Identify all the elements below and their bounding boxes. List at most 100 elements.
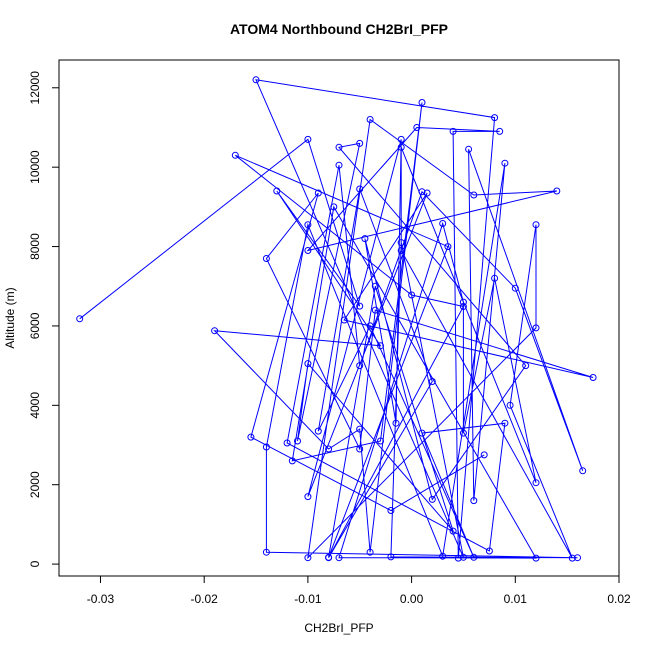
data-point bbox=[377, 437, 384, 445]
x-axis-label: CH2BrI_PFP bbox=[304, 621, 373, 635]
y-axis-label: Altitude (m) bbox=[3, 287, 17, 348]
x-tick-label: 0.00 bbox=[400, 592, 424, 606]
data-point bbox=[470, 191, 478, 199]
data-point bbox=[247, 433, 255, 441]
data-point bbox=[325, 445, 333, 453]
data-point bbox=[511, 284, 519, 292]
data-point bbox=[273, 187, 281, 195]
data-point bbox=[366, 548, 374, 556]
data-point bbox=[579, 467, 587, 475]
data-point bbox=[553, 187, 561, 195]
data-point bbox=[574, 554, 581, 562]
data-point bbox=[418, 99, 426, 106]
data-point bbox=[413, 124, 421, 131]
data-point bbox=[532, 324, 540, 332]
data-point bbox=[335, 161, 343, 169]
data-point bbox=[262, 255, 270, 262]
y-tick-label: 10000 bbox=[28, 150, 42, 184]
y-tick-label: 0 bbox=[28, 560, 42, 567]
data-point bbox=[283, 439, 291, 447]
data-point bbox=[314, 189, 322, 197]
data-point bbox=[314, 427, 322, 435]
data-point bbox=[304, 135, 312, 143]
series-layer bbox=[76, 76, 597, 562]
y-tick-label: 2000 bbox=[28, 471, 42, 498]
data-point bbox=[470, 497, 478, 505]
data-point bbox=[459, 298, 467, 306]
data-point bbox=[288, 457, 296, 465]
data-point bbox=[356, 185, 364, 193]
data-point bbox=[496, 127, 504, 135]
data-point bbox=[304, 360, 312, 368]
data-point bbox=[262, 548, 270, 556]
x-tick-label: -0.02 bbox=[191, 592, 219, 606]
data-point bbox=[459, 303, 467, 310]
data-point bbox=[366, 322, 374, 330]
data-point bbox=[532, 479, 540, 487]
data-point bbox=[387, 507, 395, 514]
data-point bbox=[304, 554, 312, 562]
data-point bbox=[397, 239, 405, 247]
data-point bbox=[428, 495, 436, 503]
data-point bbox=[294, 437, 301, 445]
y-tick-label: 6000 bbox=[28, 312, 42, 339]
data-point bbox=[568, 554, 576, 562]
data-point bbox=[304, 221, 312, 229]
y-tick-label: 8000 bbox=[28, 233, 42, 260]
data-point bbox=[356, 425, 364, 433]
data-point bbox=[485, 547, 493, 555]
data-point bbox=[340, 316, 348, 324]
chart-title: ATOM4 Northbound CH2BrI_PFP bbox=[230, 21, 448, 37]
data-point bbox=[392, 419, 400, 427]
y-tick-label: 12000 bbox=[28, 71, 42, 105]
data-point bbox=[371, 282, 379, 290]
data-point bbox=[491, 114, 499, 122]
data-point bbox=[501, 419, 509, 427]
data-point bbox=[522, 362, 530, 370]
x-tick-label: -0.03 bbox=[87, 592, 115, 606]
data-point bbox=[356, 302, 364, 310]
data-point bbox=[325, 553, 333, 561]
data-point bbox=[423, 189, 431, 197]
x-tick-label: 0.02 bbox=[607, 592, 631, 606]
data-point bbox=[444, 243, 452, 251]
data-point bbox=[480, 451, 488, 459]
data-point bbox=[371, 306, 379, 314]
y-tick-label: 4000 bbox=[28, 392, 42, 419]
x-tick-label: -0.01 bbox=[294, 592, 322, 606]
data-point bbox=[211, 327, 219, 335]
data-point bbox=[470, 553, 478, 561]
data-point bbox=[262, 443, 270, 451]
data-point bbox=[439, 220, 447, 227]
data-point bbox=[356, 362, 364, 370]
data-point bbox=[397, 247, 405, 254]
data-point bbox=[304, 247, 312, 254]
data-point bbox=[449, 527, 457, 535]
data-point bbox=[335, 554, 343, 562]
data-point bbox=[449, 127, 457, 135]
data-point bbox=[459, 429, 467, 437]
data-point bbox=[330, 203, 338, 211]
data-point bbox=[465, 145, 473, 153]
data-point bbox=[387, 553, 395, 561]
y-axis: 0 2000 4000 6000 8000 10000 12000 bbox=[28, 71, 60, 567]
data-point bbox=[428, 378, 436, 385]
data-point bbox=[76, 315, 84, 323]
data-point bbox=[454, 554, 462, 562]
x-axis: -0.03 -0.02 -0.01 0.00 0.01 0.02 bbox=[87, 575, 631, 606]
x-tick-label: 0.01 bbox=[504, 592, 528, 606]
data-point bbox=[589, 374, 597, 381]
data-point bbox=[439, 552, 447, 560]
data-point bbox=[397, 143, 405, 151]
data-point bbox=[304, 493, 312, 501]
data-point bbox=[356, 445, 364, 453]
data-point bbox=[418, 429, 426, 437]
data-point bbox=[532, 554, 540, 562]
data-point bbox=[356, 139, 364, 147]
data-point bbox=[418, 188, 426, 196]
data-point bbox=[231, 151, 239, 159]
data-point bbox=[377, 342, 384, 350]
data-point bbox=[532, 221, 540, 229]
series-line bbox=[79, 79, 594, 560]
